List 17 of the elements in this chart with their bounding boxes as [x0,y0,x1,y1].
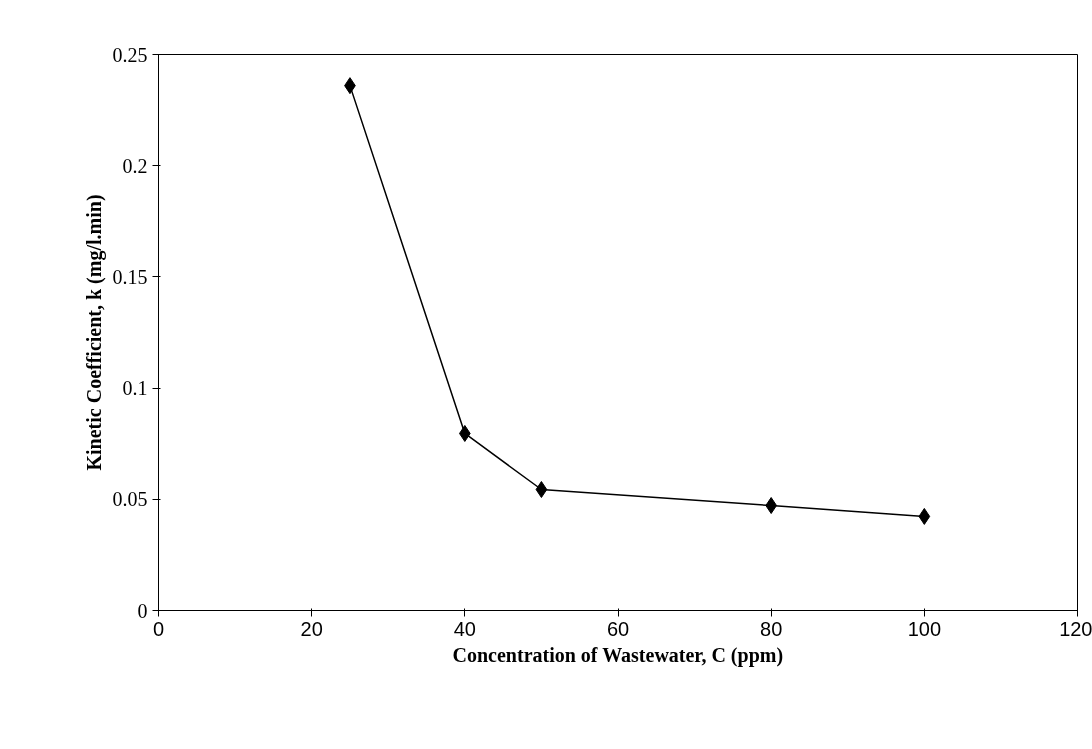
point [918,507,931,525]
x-axis-title: Concentration of Wastewater, C (ppm) [452,643,784,667]
x-tick-label: 40 [453,617,476,640]
x-tick-label: 60 [606,617,630,640]
point [535,481,548,499]
y-tick-label: 0.1 [122,377,148,400]
y-tick-label: 0.25 [112,43,148,66]
x-tick-label: 20 [300,617,323,640]
x-tick-label: 80 [760,617,783,640]
y-tick-label: 0.05 [112,488,148,511]
y-tick-label: 0 [137,599,148,622]
x-tick-label: 100 [907,617,942,640]
y-tick-label: 0.15 [112,265,148,288]
y-tick-label: 0.2 [122,154,148,177]
y-axis-title: Kinetic Coefficient, k (mg/l.min) [82,194,106,471]
x-tick-label: 120 [1059,617,1092,640]
x-tick-label: 0 [152,617,165,640]
